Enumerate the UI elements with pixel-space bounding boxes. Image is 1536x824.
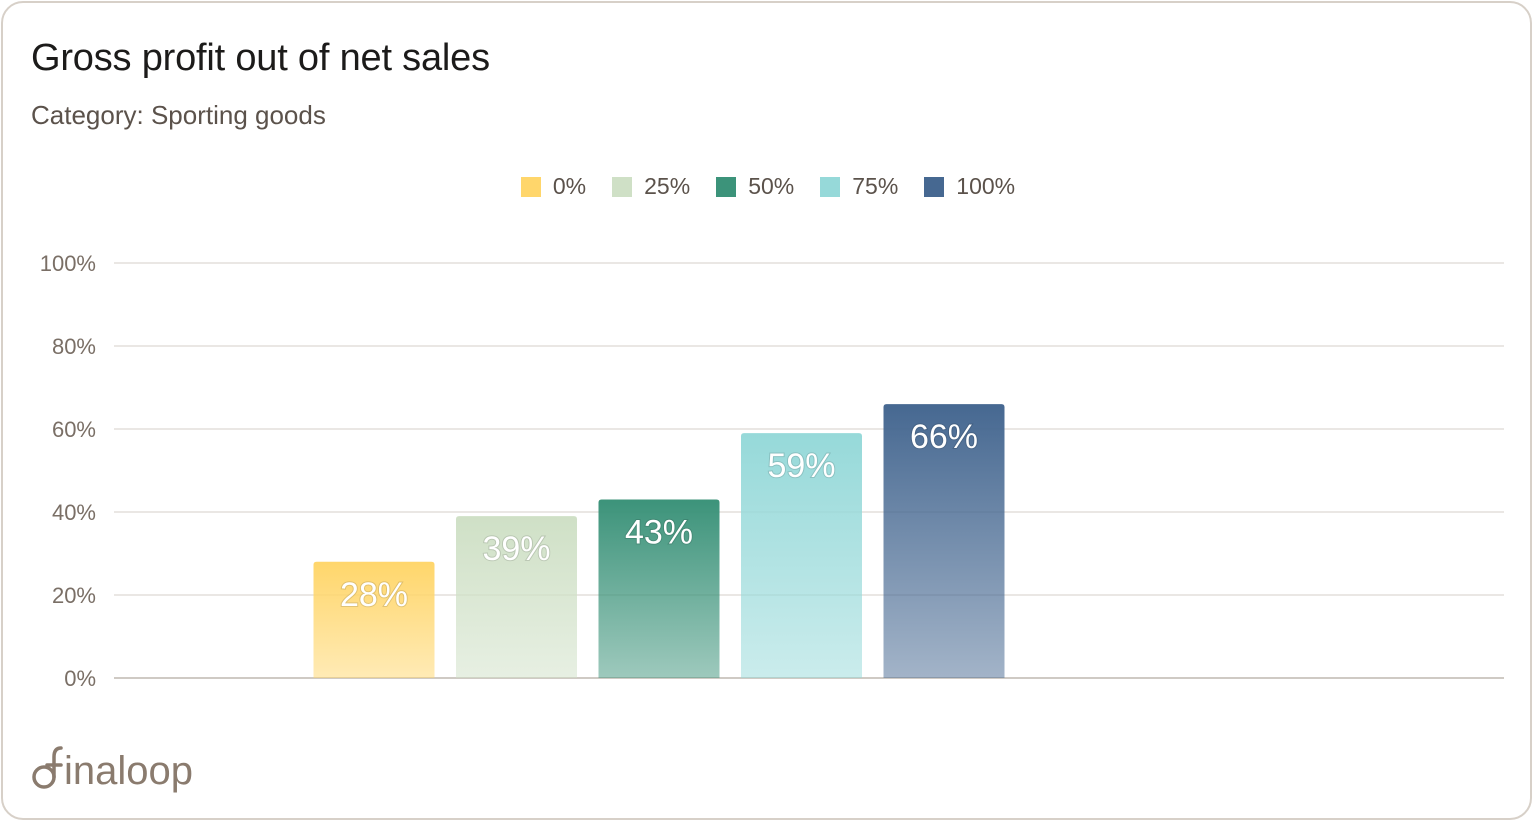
page-subtitle: Category: Sporting goods	[31, 100, 326, 130]
bar[interactable]	[598, 499, 720, 678]
bar[interactable]	[741, 433, 862, 678]
finaloop-logo-text: inaloop	[64, 749, 194, 793]
bar-value-label: 43%	[625, 514, 693, 552]
bar[interactable]	[883, 404, 1005, 678]
y-tick-label: 40%	[52, 500, 96, 525]
legend-swatch	[716, 176, 737, 197]
legend-item[interactable]: 75%	[820, 173, 898, 200]
legend-item[interactable]: 50%	[716, 173, 794, 200]
legend-label: 0%	[552, 173, 587, 199]
legend-item[interactable]: 100%	[924, 173, 1015, 200]
legend-label: 50%	[748, 173, 795, 199]
legend-swatch	[520, 176, 541, 197]
chart-legend: 0% 25% 50% 75% 100%	[0, 173, 1536, 200]
legend-label: 25%	[644, 173, 691, 199]
legend-item[interactable]: 25%	[612, 173, 690, 200]
legend-label: 100%	[956, 173, 1016, 199]
bar-value-label: 39%	[482, 530, 550, 568]
y-tick-label: 100%	[40, 251, 96, 276]
legend-swatch	[924, 176, 945, 197]
bar-value-label: 59%	[767, 447, 835, 485]
bar[interactable]	[456, 516, 577, 678]
y-tick-label: 20%	[52, 583, 96, 608]
y-tick-label: 60%	[52, 417, 96, 442]
legend-item[interactable]: 0%	[520, 173, 587, 200]
legend-label: 75%	[852, 173, 899, 199]
finaloop-logo: inaloop	[30, 745, 193, 791]
bar[interactable]	[313, 561, 435, 678]
bar-value-label: 28%	[340, 576, 408, 614]
page-title: Gross profit out of net sales	[31, 37, 490, 79]
legend-swatch	[820, 176, 841, 197]
bar-value-label: 66%	[910, 418, 978, 456]
y-tick-label: 0%	[64, 666, 96, 691]
finaloop-logo-icon	[32, 746, 63, 789]
legend-swatch	[612, 176, 633, 197]
y-tick-label: 80%	[52, 334, 96, 359]
